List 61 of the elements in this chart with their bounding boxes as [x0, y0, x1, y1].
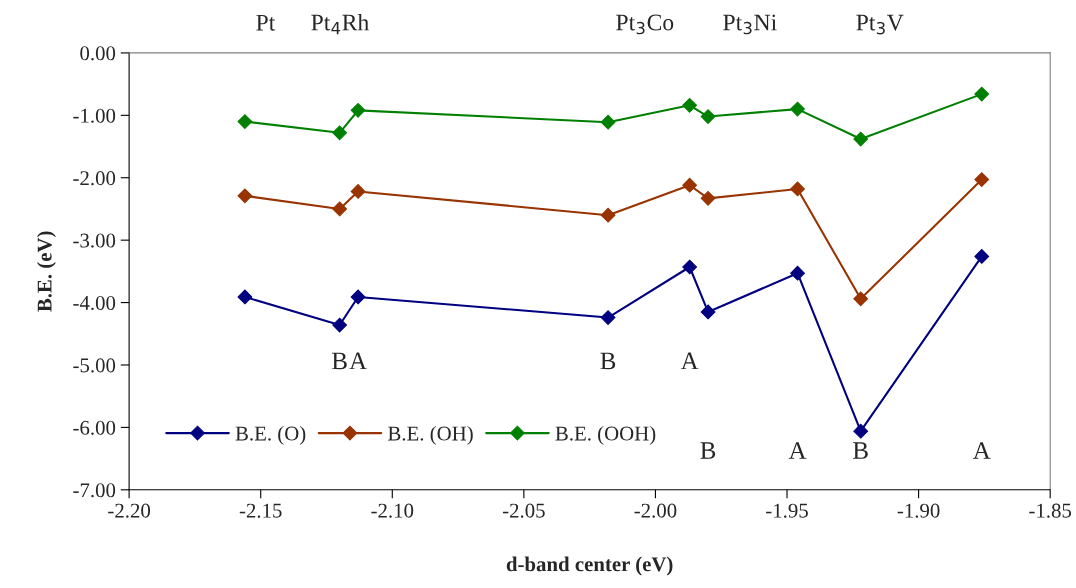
point — [600, 207, 616, 223]
annotation: B — [853, 442, 868, 459]
point — [700, 304, 716, 320]
point — [790, 181, 805, 197]
text: Pt$_{4}$Rh — [311, 13, 369, 35]
x-tick-label: -2.15 — [239, 503, 282, 518]
point — [853, 423, 869, 439]
point — [700, 190, 716, 206]
point — [350, 102, 366, 118]
point — [853, 291, 869, 307]
y-tick-label: -2.00 — [73, 171, 116, 186]
point — [790, 265, 805, 281]
text: Pt — [256, 14, 276, 31]
point — [790, 101, 805, 117]
point — [853, 131, 869, 147]
point — [974, 248, 990, 264]
point — [332, 125, 348, 141]
point — [350, 184, 366, 199]
annotation: A — [349, 352, 367, 370]
annotation: B — [700, 442, 716, 459]
point — [237, 188, 253, 204]
point — [350, 289, 366, 305]
legend-label: B.E. (O) — [235, 425, 306, 445]
text: Pt$_{3}$Ni — [723, 14, 777, 35]
x-tick-label: -2.05 — [502, 503, 545, 518]
point — [332, 317, 348, 333]
legend-label: B.E. (OOH) — [555, 425, 656, 445]
y-axis-title: B.E. (eV) — [36, 231, 56, 312]
text: Pt$_{3}$V — [856, 14, 904, 35]
y-tick-label: -4.00 — [73, 295, 116, 311]
point — [974, 172, 990, 188]
x-axis-title: d-band center (eV) — [506, 556, 673, 576]
point — [682, 259, 698, 275]
y-tick-label: -5.00 — [73, 358, 116, 373]
annotation: A — [972, 442, 991, 459]
point — [332, 201, 348, 217]
point — [237, 289, 253, 305]
y-tick-label: -1.00 — [73, 108, 116, 123]
y-tick-label: -7.00 — [73, 483, 116, 498]
x-tick-label: -1.85 — [1029, 503, 1072, 518]
annotation: B — [332, 352, 347, 370]
point — [974, 86, 990, 102]
point — [682, 177, 698, 193]
y-tick-label: -3.00 — [73, 233, 116, 248]
x-tick-label: -2.20 — [108, 503, 151, 518]
x-tick-label: -1.90 — [897, 503, 940, 518]
x-tick-label: -2.00 — [634, 503, 677, 518]
annotation: B — [600, 352, 616, 370]
legend-label: B.E. (OH) — [388, 425, 473, 445]
x-tick-label: -1.95 — [766, 503, 808, 518]
point — [237, 114, 253, 129]
annotation: A — [788, 442, 807, 459]
annotation: A — [680, 352, 699, 370]
point — [600, 310, 616, 325]
point — [600, 114, 616, 130]
point — [682, 97, 698, 113]
x-tick-label: -2.10 — [371, 503, 414, 518]
y-tick-label: -6.00 — [73, 420, 116, 435]
text: Pt$_{3}$Co — [616, 14, 674, 35]
y-tick-label: 0.00 — [80, 46, 116, 61]
point — [700, 109, 716, 124]
